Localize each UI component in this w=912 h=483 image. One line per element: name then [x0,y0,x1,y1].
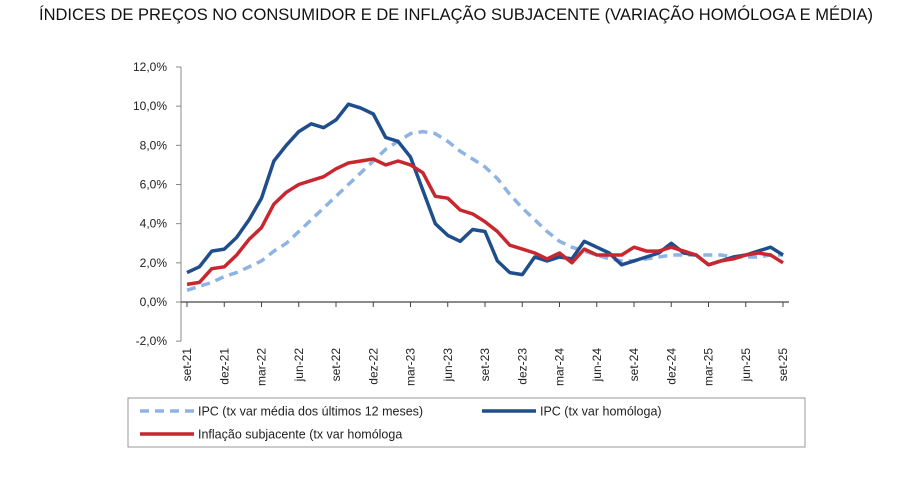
y-tick-label: -2,0% [136,334,168,348]
chart-title: ÍNDICES DE PREÇOS NO CONSUMIDOR E DE INF… [39,6,873,24]
x-tick-label: set-25 [776,348,790,382]
legend-label: IPC (tx var média dos últimos 12 meses) [198,405,423,419]
legend-label: Inflação subjacente (tx var homóloga [198,428,402,442]
series-line-1 [186,102,784,277]
x-tick-label: set-21 [180,348,194,382]
x-tick-label: mar-24 [553,348,567,386]
x-tick-label: mar-22 [255,348,269,386]
y-tick-label: 10,0% [133,99,167,113]
y-tick-label: 6,0% [140,178,168,192]
y-tick-label: 4,0% [140,217,168,231]
series-line-0 [186,129,783,292]
x-tick-label: dez-23 [515,348,529,385]
x-tick-label: mar-25 [702,348,716,386]
y-tick-label: 2,0% [140,256,168,270]
x-tick-label: set-22 [329,348,343,382]
x-tick-label: jun-22 [292,348,306,383]
x-tick-label: dez-24 [664,348,678,385]
legend-label: IPC (tx var homóloga) [540,405,662,419]
series-line-2 [186,157,784,287]
x-tick-label: jun-23 [441,348,455,383]
y-tick-label: 0,0% [140,295,168,309]
legend-box [127,397,806,448]
x-tick-label: dez-22 [366,348,380,385]
x-tick-label: jun-25 [739,348,753,383]
x-tick-label: dez-21 [217,348,231,385]
x-tick-label: set-24 [627,348,641,382]
x-tick-label: set-23 [478,348,492,382]
y-tick-label: 8,0% [140,138,168,152]
x-tick-label: jun-24 [590,348,604,383]
x-tick-label: mar-23 [404,348,418,386]
y-tick-label: 12,0% [133,60,167,74]
